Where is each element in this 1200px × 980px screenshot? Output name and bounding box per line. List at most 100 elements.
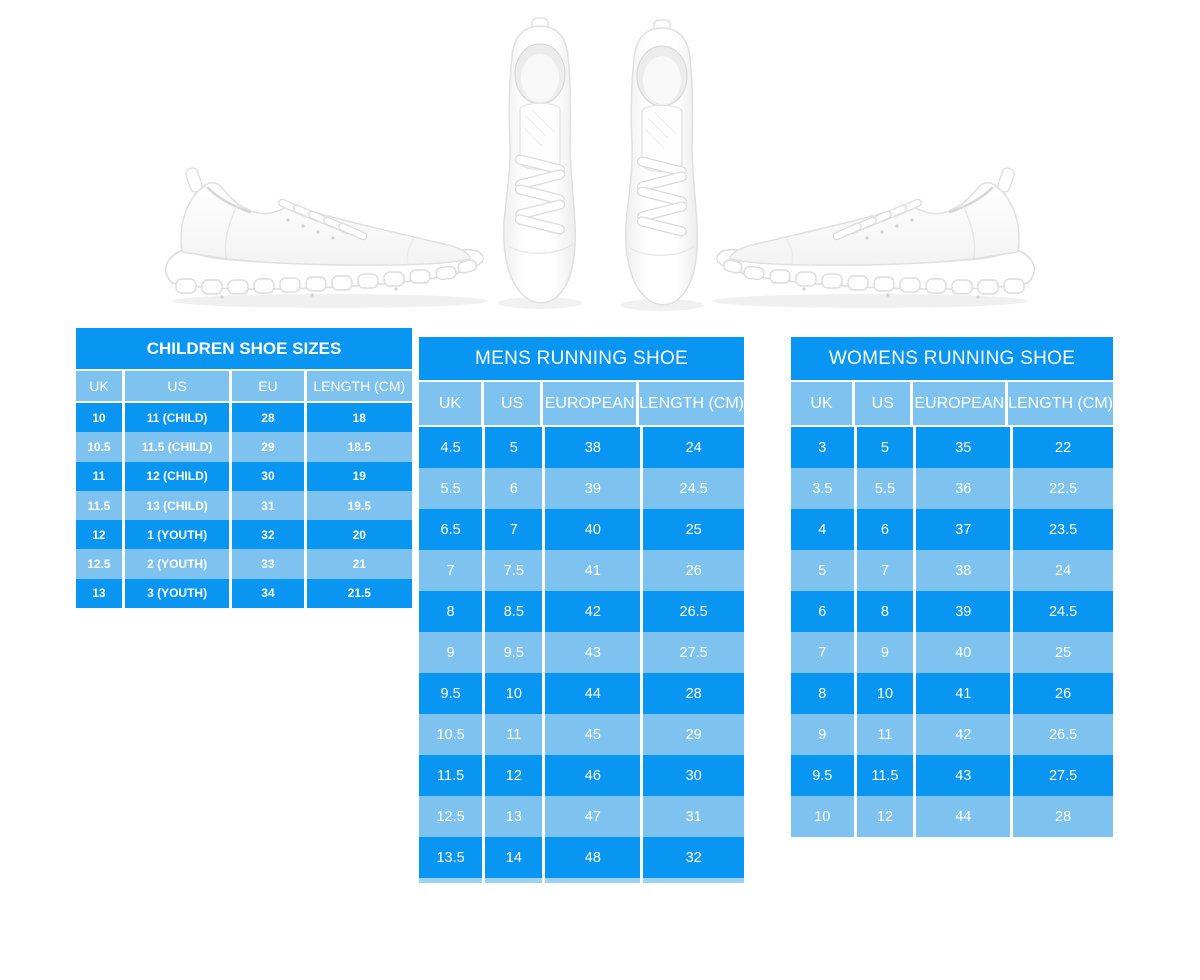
- column-header: US: [855, 382, 911, 425]
- table-cell: 9.5: [791, 755, 854, 796]
- column-header: UK: [791, 382, 853, 425]
- table-row: 9.5 11.5 43 27.5: [791, 755, 1113, 796]
- table-cell: 19.5: [306, 490, 412, 521]
- table-row: 9 11 42 26.5: [791, 714, 1113, 755]
- table-cell: 7: [485, 509, 543, 550]
- table-cell: 29: [643, 714, 744, 755]
- table-cell: [485, 878, 543, 883]
- table-cell: 3.5: [791, 468, 854, 509]
- table-cell: 18: [306, 403, 412, 433]
- table-cell: 35: [916, 427, 1011, 468]
- sneaker-mirrored: [712, 167, 1036, 308]
- table-cell: 24: [1013, 550, 1113, 591]
- table-cell: 10: [791, 796, 854, 837]
- table-cell: 12: [485, 755, 543, 796]
- table-title: MENS RUNNING SHOE: [419, 337, 744, 380]
- white-sneaker-left-side-image: [164, 167, 488, 308]
- table-cell: 7: [791, 632, 854, 673]
- table-cell: 8: [791, 673, 854, 714]
- table-cell: 45: [545, 714, 641, 755]
- table-row: 13.5 14 48 32: [419, 837, 744, 878]
- table-cell: [419, 878, 483, 883]
- column-header: LENGTH (CM): [639, 382, 744, 425]
- table-cell: 6: [856, 509, 914, 550]
- table-body: 4.5 5 38 24 5.5 6 39 24.5 6.5 7 40 25 7 7.5 41 26 8 8.5 42…: [419, 427, 744, 883]
- table-cell: 13: [485, 796, 543, 837]
- children-size-table: CHILDREN SHOE SIZES UK US EU LENGTH (CM) 10…: [76, 328, 412, 609]
- table-cell: 38: [916, 550, 1011, 591]
- table-cell: 13: [76, 578, 122, 609]
- table-cell: 11: [485, 714, 543, 755]
- table-cell: 9.5: [485, 632, 543, 673]
- table-row: 12.5 13 47 31: [419, 796, 744, 837]
- table-cell: 39: [545, 468, 641, 509]
- table-cell: 11: [856, 714, 914, 755]
- table-cell: 12: [856, 796, 914, 837]
- table-row: [419, 878, 744, 883]
- table-cell: 20: [306, 520, 412, 550]
- column-header: LENGTH (CM): [1008, 382, 1113, 425]
- table-cell: 28: [1013, 796, 1113, 837]
- table-row: 4 6 37 23.5: [791, 509, 1113, 550]
- table-row: 5.5 6 39 24.5: [419, 468, 744, 509]
- ground-shadow: [172, 294, 488, 308]
- womens-size-table: WOMENS RUNNING SHOE UK US EUROPEAN LENGTH (…: [791, 337, 1113, 837]
- column-header: EUROPEAN: [543, 382, 637, 425]
- table-cell: 46: [545, 755, 641, 796]
- table-cell: 21.5: [306, 578, 412, 609]
- table-cell: 42: [916, 714, 1011, 755]
- table-row: 10 12 44 28: [791, 796, 1113, 837]
- table-cell: 8.5: [485, 591, 543, 632]
- table-cell: 10.5: [419, 714, 483, 755]
- table-row: 9.5 10 44 28: [419, 673, 744, 714]
- column-header: EUROPEAN: [913, 382, 1006, 425]
- mens-size-table: MENS RUNNING SHOE UK US EUROPEAN LENGTH (CM…: [419, 337, 744, 883]
- table-row: 9 9.5 43 27.5: [419, 632, 744, 673]
- table-row: 3 5 35 22: [791, 427, 1113, 468]
- white-sneaker-pair-top-image: [497, 17, 705, 312]
- table-header-row: UK US EU LENGTH (CM): [76, 371, 412, 401]
- table-cell: 8: [419, 591, 483, 632]
- table-cell: 24.5: [1013, 591, 1113, 632]
- table-title: WOMENS RUNNING SHOE: [791, 337, 1113, 380]
- table-cell: 31: [643, 796, 744, 837]
- table-cell: 33: [232, 549, 304, 579]
- table-cell: 11.5: [76, 490, 122, 521]
- column-header: US: [124, 371, 230, 401]
- table-cell: 3: [791, 427, 854, 468]
- table-cell: 32: [643, 837, 744, 878]
- table-cell: 28: [232, 403, 304, 433]
- table-cell: 34: [232, 578, 304, 609]
- table-cell: 9: [419, 632, 483, 673]
- table-cell: 9.5: [419, 673, 483, 714]
- table-cell: 25: [643, 509, 744, 550]
- table-cell: 2 (YOUTH): [124, 549, 230, 579]
- table-row: 10.5 11 45 29: [419, 714, 744, 755]
- table-cell: 43: [545, 632, 641, 673]
- table-cell: 10.5: [76, 432, 122, 462]
- table-cell: 44: [545, 673, 641, 714]
- table-cell: 4.5: [419, 427, 483, 468]
- table-cell: 1 (YOUTH): [124, 520, 230, 550]
- table-cell: 12 (CHILD): [124, 461, 230, 491]
- table-row: 13 3 (YOUTH) 34 21.5: [76, 578, 412, 609]
- table-cell: 22.5: [1013, 468, 1113, 509]
- table-cell: 36: [916, 468, 1011, 509]
- table-cell: 24: [643, 427, 744, 468]
- table-row: 11 12 (CHILD) 30 19: [76, 461, 412, 491]
- column-header: UK: [419, 382, 481, 425]
- table-cell: 7: [419, 550, 483, 591]
- table-cell: 18.5: [306, 432, 412, 462]
- table-cell: 13 (CHILD): [124, 490, 230, 521]
- table-cell: 12: [76, 520, 122, 550]
- table-cell: 11 (CHILD): [124, 403, 230, 433]
- collar-seam: [206, 186, 252, 214]
- table-body: 10 11 (CHILD) 28 18 10.5 11.5 (CHILD) 29 18.5 11…: [76, 403, 412, 609]
- table-cell: 47: [545, 796, 641, 837]
- table-row: 8 8.5 42 26.5: [419, 591, 744, 632]
- table-cell: [545, 878, 641, 883]
- left-shoe-top-view: [497, 17, 583, 310]
- table-cell: 5.5: [856, 468, 914, 509]
- table-cell: 27.5: [1013, 755, 1113, 796]
- table-cell: 11.5 (CHILD): [124, 432, 230, 462]
